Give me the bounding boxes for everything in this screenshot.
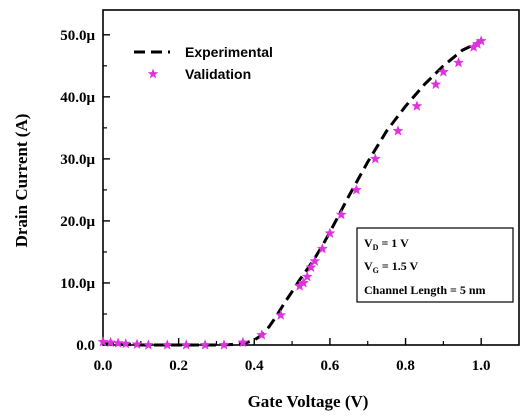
validation-star-point	[475, 35, 487, 46]
validation-star-point	[324, 227, 336, 238]
y-tick-label: 20.0μ	[60, 214, 95, 230]
validation-star-point	[309, 255, 321, 266]
validation-star-point	[142, 339, 154, 350]
plot-series	[97, 35, 487, 350]
validation-star-point	[430, 78, 442, 90]
parameters-annotation: VD = 1 V VG = 1.5 V Channel Length = 5 nm	[356, 227, 514, 303]
plot-frame	[102, 9, 520, 346]
legend-swatch-validation	[147, 68, 159, 79]
annotation-line: VG = 1.5 V	[364, 259, 419, 275]
validation-star-point	[120, 337, 132, 349]
validation-star-point	[218, 339, 230, 350]
validation-star-point	[131, 338, 143, 350]
y-tick-label: 50.0μ	[60, 28, 95, 44]
validation-star-point	[305, 261, 317, 273]
legend-label-experimental: Experimental	[185, 44, 273, 60]
validation-star-point	[316, 243, 328, 254]
validation-star-point	[112, 337, 124, 348]
legend-label-validation: Validation	[185, 66, 251, 82]
y-tick-label: 10.0μ	[60, 276, 95, 292]
validation-star-point	[199, 339, 211, 350]
plot-border	[102, 9, 520, 346]
x-axis-ticks: 0.0 0.2 0.4 0.6 0.8 1.0	[94, 338, 491, 374]
validation-star-point	[275, 309, 287, 320]
legend-box	[118, 38, 293, 86]
annotation-line: Channel Length = 5 nm	[364, 283, 486, 297]
validation-star-point	[237, 336, 249, 348]
x-tick-label: 0.6	[321, 358, 340, 374]
validation-star-point	[256, 329, 268, 340]
validation-star-point	[161, 339, 173, 350]
validation-star-point	[350, 184, 362, 195]
validation-star-point	[297, 277, 309, 288]
y-axis-title: Drain Current (A)	[12, 114, 31, 248]
y-tick-label: 0.0	[76, 338, 95, 354]
annotation-line: VD = 1 V	[364, 236, 409, 252]
annotation-box	[356, 227, 514, 303]
validation-star-point	[105, 336, 117, 348]
validation-star-point	[335, 208, 347, 220]
x-tick-label: 0.0	[94, 358, 113, 374]
validation-star-point	[97, 336, 109, 347]
x-tick-label: 0.4	[245, 358, 264, 374]
x-tick-label: 1.0	[472, 358, 491, 374]
y-tick-label: 40.0μ	[60, 90, 95, 106]
validation-star-point	[392, 125, 404, 136]
validation-star-point	[437, 66, 449, 77]
validation-star-point	[453, 56, 464, 68]
x-tick-label: 0.2	[169, 358, 188, 374]
y-tick-label: 30.0μ	[60, 152, 95, 168]
validation-star-point	[369, 153, 381, 164]
x-axis-title: Gate Voltage (V)	[248, 392, 369, 411]
validation-star-point	[301, 270, 313, 282]
legend: Experimental Validation	[118, 38, 293, 86]
validation-star-point	[180, 339, 192, 350]
x-tick-label: 0.8	[396, 358, 415, 374]
validation-star-point	[411, 100, 423, 111]
